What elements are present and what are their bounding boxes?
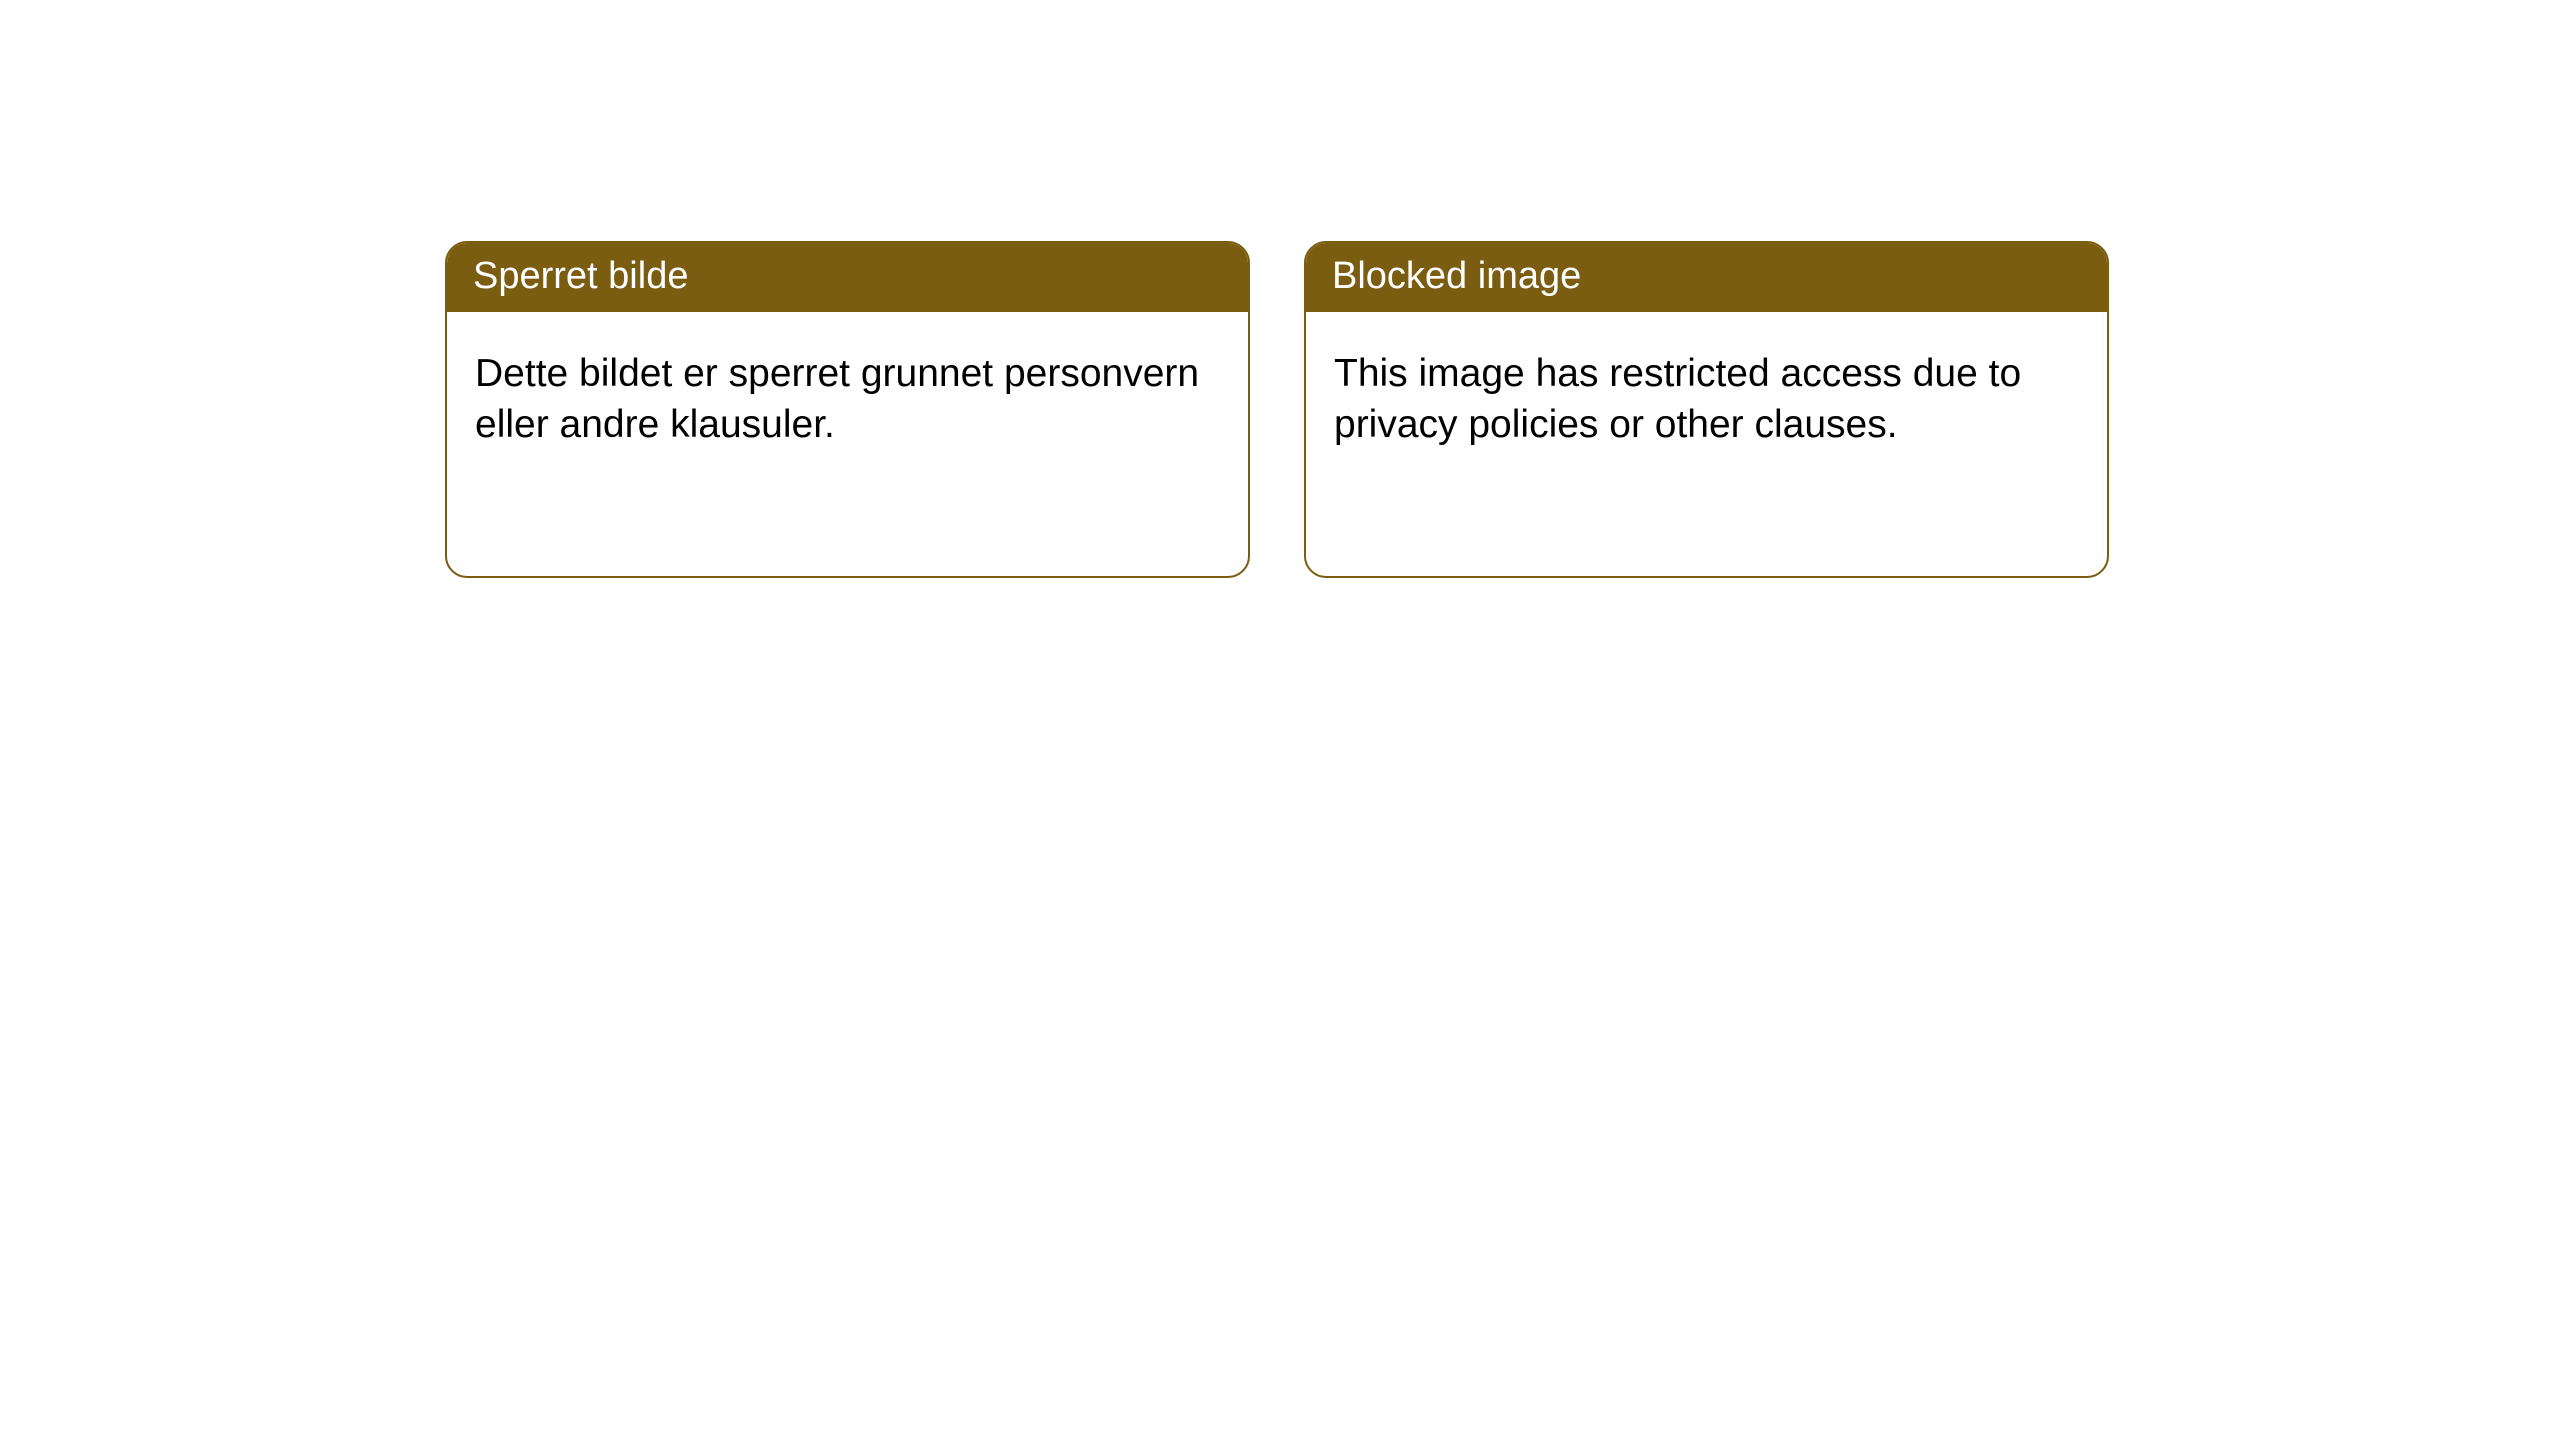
notice-body: This image has restricted access due to … [1306,312,2107,480]
notice-card-norwegian: Sperret bilde Dette bildet er sperret gr… [445,241,1250,578]
notice-header: Sperret bilde [447,243,1248,312]
notice-card-english: Blocked image This image has restricted … [1304,241,2109,578]
notice-header: Blocked image [1306,243,2107,312]
notice-body: Dette bildet er sperret grunnet personve… [447,312,1248,480]
notices-container: Sperret bilde Dette bildet er sperret gr… [0,0,2560,578]
